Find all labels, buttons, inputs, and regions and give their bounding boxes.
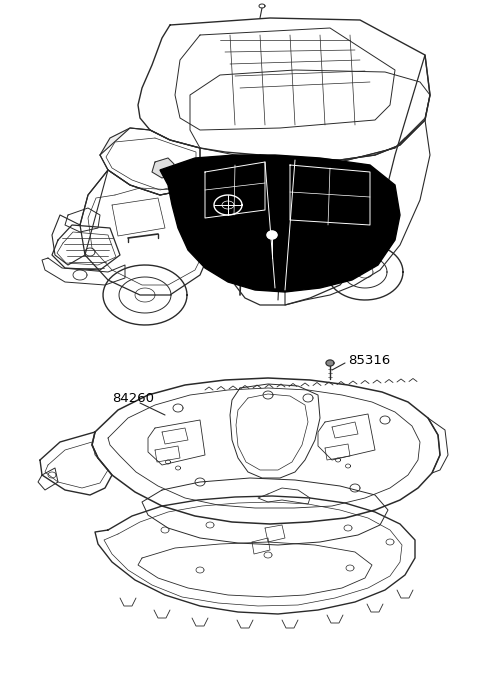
Polygon shape [106, 138, 196, 190]
Polygon shape [252, 538, 270, 554]
Polygon shape [100, 128, 200, 195]
Polygon shape [108, 388, 420, 508]
Polygon shape [190, 70, 430, 162]
Polygon shape [318, 414, 375, 460]
Polygon shape [142, 478, 388, 545]
Polygon shape [52, 170, 108, 265]
Polygon shape [175, 28, 395, 130]
Polygon shape [100, 128, 200, 195]
Polygon shape [65, 208, 100, 232]
Polygon shape [258, 488, 310, 504]
Polygon shape [112, 198, 165, 236]
Polygon shape [135, 288, 155, 302]
Polygon shape [119, 277, 171, 313]
Polygon shape [332, 422, 358, 438]
Polygon shape [45, 442, 108, 488]
Polygon shape [57, 232, 116, 265]
Polygon shape [214, 195, 242, 215]
Polygon shape [357, 266, 373, 278]
Polygon shape [285, 120, 430, 305]
Polygon shape [267, 231, 277, 239]
Polygon shape [245, 158, 385, 248]
Polygon shape [52, 225, 120, 270]
Polygon shape [138, 18, 430, 160]
Polygon shape [230, 384, 320, 478]
Polygon shape [80, 170, 215, 295]
Polygon shape [88, 180, 210, 285]
Polygon shape [73, 270, 87, 280]
Polygon shape [103, 265, 187, 325]
Polygon shape [104, 502, 402, 606]
Polygon shape [138, 542, 372, 597]
Polygon shape [160, 155, 400, 292]
Polygon shape [232, 55, 430, 305]
Polygon shape [148, 420, 205, 465]
Polygon shape [95, 496, 415, 614]
Polygon shape [42, 258, 125, 285]
Polygon shape [85, 248, 95, 256]
Polygon shape [259, 4, 265, 8]
Polygon shape [222, 201, 234, 209]
Polygon shape [152, 158, 174, 178]
Polygon shape [327, 244, 403, 300]
Polygon shape [326, 360, 334, 366]
Polygon shape [92, 378, 440, 524]
Text: 85316: 85316 [348, 354, 390, 367]
Polygon shape [236, 394, 308, 470]
Polygon shape [428, 418, 448, 473]
Text: 84260: 84260 [112, 392, 154, 405]
Polygon shape [155, 446, 180, 462]
Polygon shape [325, 444, 350, 460]
Polygon shape [162, 428, 188, 444]
Polygon shape [265, 525, 285, 542]
Polygon shape [343, 256, 387, 288]
Polygon shape [38, 468, 58, 490]
Polygon shape [40, 432, 112, 495]
